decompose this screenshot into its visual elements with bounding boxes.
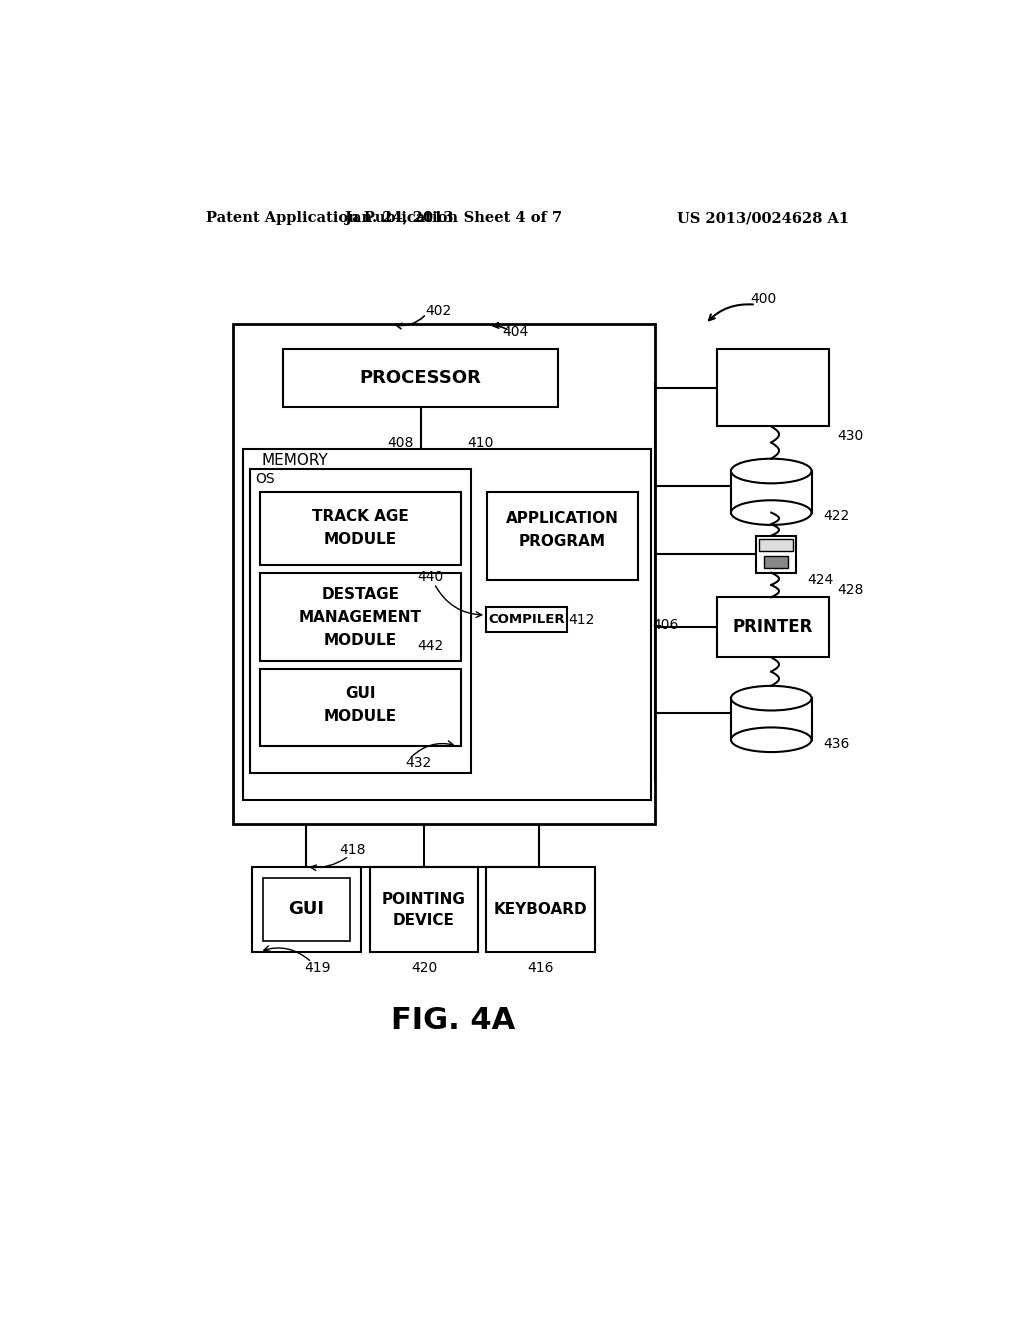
Text: 404: 404 xyxy=(503,325,528,339)
Text: 416: 416 xyxy=(527,961,554,975)
Text: PRINTER: PRINTER xyxy=(733,618,813,636)
Text: MANAGEMENT: MANAGEMENT xyxy=(299,610,422,624)
Text: 418: 418 xyxy=(340,843,366,857)
Text: DESTAGE: DESTAGE xyxy=(322,586,399,602)
Text: GUI: GUI xyxy=(345,686,376,701)
Bar xyxy=(486,492,638,581)
Bar xyxy=(260,492,461,565)
Bar xyxy=(764,556,788,568)
Text: 430: 430 xyxy=(838,429,863,442)
Text: 436: 436 xyxy=(823,737,850,751)
Text: GUI: GUI xyxy=(288,900,325,919)
Bar xyxy=(756,536,796,573)
Text: APPLICATION: APPLICATION xyxy=(506,511,618,527)
Text: 402: 402 xyxy=(425,304,452,318)
Text: OS: OS xyxy=(255,473,275,487)
Text: COMPILER: COMPILER xyxy=(488,612,565,626)
Ellipse shape xyxy=(731,458,812,483)
Text: PROCESSOR: PROCESSOR xyxy=(359,370,481,387)
Text: PROGRAM: PROGRAM xyxy=(519,535,606,549)
Bar xyxy=(486,867,595,952)
Bar xyxy=(263,878,349,941)
Bar xyxy=(486,607,567,632)
Text: 422: 422 xyxy=(823,510,850,524)
Text: MODULE: MODULE xyxy=(324,709,397,725)
Bar xyxy=(370,867,478,952)
Text: 428: 428 xyxy=(838,582,863,597)
Text: US 2013/0024628 A1: US 2013/0024628 A1 xyxy=(677,211,849,226)
Text: Jan. 24, 2013  Sheet 4 of 7: Jan. 24, 2013 Sheet 4 of 7 xyxy=(345,211,562,226)
Bar xyxy=(250,469,471,774)
Text: 410: 410 xyxy=(467,437,494,450)
Text: Patent Application Publication: Patent Application Publication xyxy=(206,211,458,226)
Text: FIG. 4A: FIG. 4A xyxy=(391,1006,516,1035)
Bar xyxy=(717,350,829,426)
Bar xyxy=(260,669,461,746)
Text: 412: 412 xyxy=(568,612,595,627)
Text: 420: 420 xyxy=(411,961,437,975)
Text: 424: 424 xyxy=(808,573,834,587)
Bar xyxy=(260,573,461,661)
Text: POINTING: POINTING xyxy=(382,892,466,907)
Bar xyxy=(731,471,812,512)
Bar xyxy=(759,539,793,552)
Text: 400: 400 xyxy=(751,292,776,306)
Text: 440: 440 xyxy=(417,569,443,583)
Bar xyxy=(232,323,655,825)
Text: 432: 432 xyxy=(406,756,432,770)
Bar xyxy=(283,350,558,407)
Bar xyxy=(731,698,812,739)
Text: DEVICE: DEVICE xyxy=(393,913,455,928)
Ellipse shape xyxy=(731,500,812,525)
Bar xyxy=(717,597,829,657)
Text: MEMORY: MEMORY xyxy=(261,453,328,467)
Text: 419: 419 xyxy=(304,961,331,975)
Text: KEYBOARD: KEYBOARD xyxy=(494,902,587,916)
Text: 406: 406 xyxy=(652,618,678,632)
Ellipse shape xyxy=(731,686,812,710)
Bar xyxy=(252,867,360,952)
Text: 442: 442 xyxy=(417,639,443,653)
Text: 408: 408 xyxy=(388,437,414,450)
Text: MODULE: MODULE xyxy=(324,532,397,546)
Text: MODULE: MODULE xyxy=(324,632,397,648)
Ellipse shape xyxy=(731,727,812,752)
Text: TRACK AGE: TRACK AGE xyxy=(312,510,409,524)
Bar xyxy=(243,449,651,800)
